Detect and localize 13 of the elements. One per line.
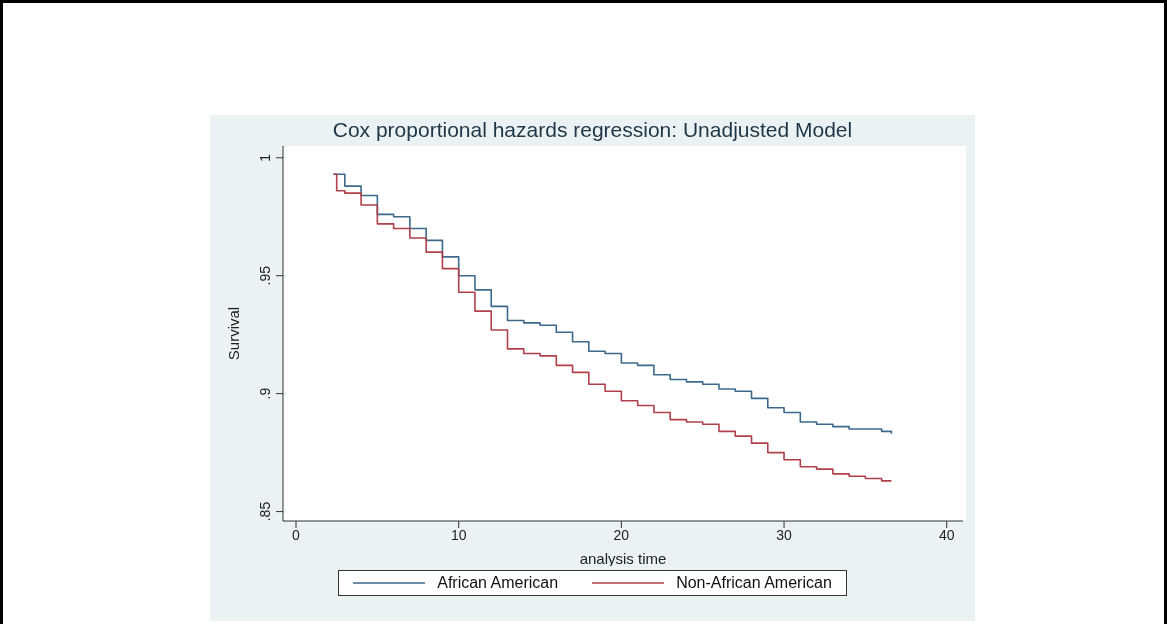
x-tick-label: 40 (938, 526, 955, 543)
x-tick-label: 0 (292, 526, 301, 543)
y-tick-label: .85 (257, 501, 273, 522)
y-axis-title: Survival (225, 306, 243, 361)
legend-label: Non-African American (676, 574, 832, 592)
x-tick-label: 10 (450, 526, 467, 543)
x-tick-label: 20 (613, 526, 630, 543)
y-tick-label: .95 (257, 265, 273, 286)
x-tick-label: 30 (776, 526, 793, 543)
y-tick-label: 1 (257, 153, 273, 162)
legend-label: African American (437, 574, 559, 592)
y-tick-label: .9 (257, 387, 273, 400)
chart-title: Cox proportional hazards regression: Unadjusted Model (331, 118, 854, 142)
